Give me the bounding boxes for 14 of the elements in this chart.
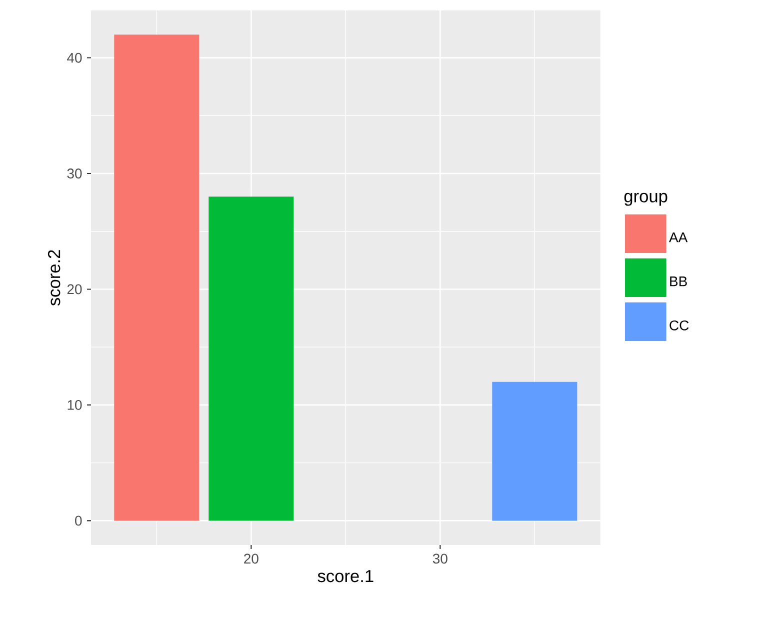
text: AA — [668, 232, 688, 242]
legend-title: group — [624, 192, 668, 206]
bar — [492, 382, 578, 521]
y-tick-label: 30 — [67, 168, 82, 178]
y-tick-label: 10 — [68, 400, 82, 410]
text: CC — [670, 320, 689, 330]
bar — [114, 34, 200, 521]
text: BB — [670, 276, 687, 286]
y-tick-label: 0 — [75, 516, 82, 526]
bar — [208, 196, 294, 521]
x-axis-title: score.1 — [318, 570, 374, 582]
y-axis-title: score.2 — [48, 250, 60, 306]
y-tick-label: 20 — [67, 284, 82, 294]
y-tick-label: 40 — [67, 52, 82, 63]
